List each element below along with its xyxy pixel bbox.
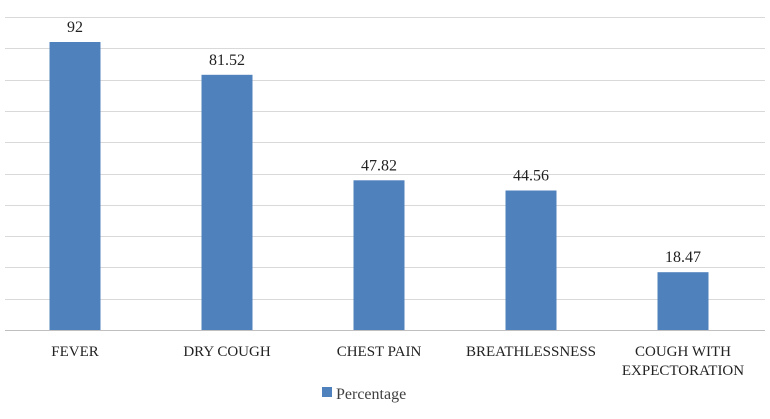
x-tick-label: BREATHLESSNESS (466, 344, 596, 360)
x-tick-label: FEVER (51, 344, 99, 360)
legend-label-percentage: Percentage (336, 386, 406, 403)
legend-swatch-percentage (322, 387, 332, 397)
x-tick-label: EXPECTORATION (622, 363, 744, 379)
bar-fever (49, 42, 101, 330)
data-label: 47.82 (361, 157, 397, 174)
data-label: 18.47 (665, 249, 701, 266)
gridlines (5, 17, 765, 300)
x-tick-label: DRY COUGH (183, 344, 271, 360)
data-labels: 92 81.52 47.82 44.56 18.47 (67, 19, 701, 266)
bar-cough-with-expectoration (657, 272, 709, 330)
x-tick-label: CHEST PAIN (337, 344, 422, 360)
bar-breathlessness (505, 190, 557, 330)
x-tick-label: COUGH WITH (635, 344, 731, 360)
x-axis: FEVER DRY COUGH CHEST PAIN BREATHLESSNESS CO… (5, 330, 765, 379)
bar-dry-cough (201, 74, 253, 330)
data-label: 44.56 (513, 168, 549, 185)
bar-chest-pain (353, 180, 405, 330)
legend: Percentage (322, 386, 406, 403)
data-label: 81.52 (209, 52, 245, 69)
bars (49, 42, 709, 330)
data-label: 92 (67, 19, 83, 36)
